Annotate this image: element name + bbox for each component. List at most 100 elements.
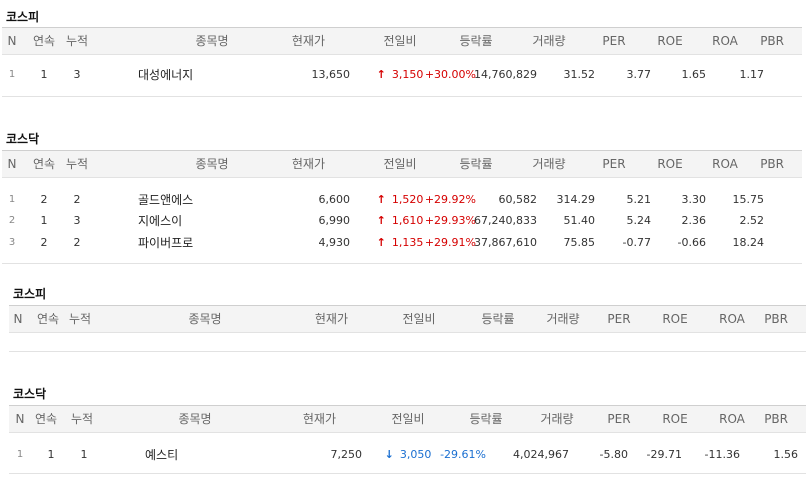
cell-cumulative: 2 <box>73 193 81 206</box>
column-header-volume[interactable]: 거래량 <box>540 412 574 426</box>
cell-change-rate: +29.93% <box>424 214 476 227</box>
column-header-per[interactable]: PER <box>602 34 626 48</box>
column-header-stock-name[interactable]: 종목명 <box>195 34 229 48</box>
stock-name-link[interactable]: 예스티 <box>145 448 179 462</box>
column-header-per[interactable]: PER <box>607 312 631 326</box>
cell-cumulative: 1 <box>80 448 88 461</box>
column-header-roe[interactable]: ROE <box>662 312 688 326</box>
column-header-no[interactable]: N <box>7 157 17 171</box>
column-header-no[interactable]: N <box>15 412 25 426</box>
column-header-current-price[interactable]: 현재가 <box>314 312 348 326</box>
column-header-pbr[interactable]: PBR <box>764 412 788 426</box>
column-header-roe[interactable]: ROE <box>657 34 683 48</box>
column-header-cumulative[interactable]: 누적 <box>65 157 89 171</box>
column-header-change[interactable]: 전일비 <box>383 34 417 48</box>
column-header-stock-name[interactable]: 종목명 <box>188 312 222 326</box>
cell-no: 1 <box>8 194 16 205</box>
cell-change: ↓ 3,050 <box>368 446 448 464</box>
column-header-change-rate[interactable]: 등락률 <box>459 34 493 48</box>
cell-cumulative: 3 <box>73 68 81 81</box>
cell-change-rate: +29.91% <box>424 236 476 249</box>
cell-pbr: 15.75 <box>732 193 765 206</box>
cell-streak: 2 <box>40 193 48 206</box>
column-header-stock-name[interactable]: 종목명 <box>195 157 229 171</box>
table-bottom-border <box>9 473 806 474</box>
cell-no: 3 <box>8 237 16 248</box>
section-title: 코스닥 <box>6 132 40 146</box>
cell-cumulative: 2 <box>73 236 81 249</box>
arrow-up-icon: ↑ <box>376 68 386 81</box>
cell-change: ↑ 1,520 <box>360 191 440 209</box>
column-header-current-price[interactable]: 현재가 <box>291 157 325 171</box>
column-header-change[interactable]: 전일비 <box>391 412 425 426</box>
column-header-roe[interactable]: ROE <box>657 157 683 171</box>
section-title: 코스피 <box>13 287 47 301</box>
cell-roe: 5.21 <box>626 193 652 206</box>
stock-name-link[interactable]: 대성에너지 <box>138 68 194 82</box>
table-top-border <box>2 27 802 28</box>
stock-name-link[interactable]: 파이버프로 <box>138 236 194 250</box>
column-header-change-rate[interactable]: 등락률 <box>469 412 503 426</box>
table-bottom-border <box>2 263 802 264</box>
cell-roa: -0.66 <box>677 236 706 249</box>
column-header-stock-name[interactable]: 종목명 <box>178 412 212 426</box>
column-header-cumulative[interactable]: 누적 <box>68 312 92 326</box>
cell-roa: 3.30 <box>681 193 707 206</box>
column-header-streak[interactable]: 연속 <box>32 157 56 171</box>
cell-change-rate: +30.00% <box>424 68 476 81</box>
column-header-no[interactable]: N <box>13 312 23 326</box>
cell-roa: 2.36 <box>681 214 707 227</box>
column-header-current-price[interactable]: 현재가 <box>291 34 325 48</box>
cell-change-rate: +29.92% <box>424 193 476 206</box>
column-header-current-price[interactable]: 현재가 <box>302 412 336 426</box>
cell-per: 314.29 <box>556 193 596 206</box>
stock-name-link[interactable]: 지에스이 <box>138 214 183 228</box>
column-header-change-rate[interactable]: 등락률 <box>459 157 493 171</box>
cell-streak: 1 <box>40 214 48 227</box>
column-header-change[interactable]: 전일비 <box>402 312 436 326</box>
cell-pbr: 1.56 <box>773 448 799 461</box>
column-header-pbr[interactable]: PBR <box>760 34 784 48</box>
column-header-roa[interactable]: ROA <box>712 157 738 171</box>
column-header-per[interactable]: PER <box>602 157 626 171</box>
column-header-roa[interactable]: ROA <box>719 312 745 326</box>
cell-per: 31.52 <box>563 68 596 81</box>
cell-current-price: 13,650 <box>311 68 351 81</box>
column-header-roa[interactable]: ROA <box>719 412 745 426</box>
arrow-down-icon: ↓ <box>384 448 394 461</box>
column-header-cumulative[interactable]: 누적 <box>70 412 94 426</box>
change-value: 1,520 <box>391 193 424 206</box>
column-header-per[interactable]: PER <box>607 412 631 426</box>
section-title: 코스닥 <box>13 387 47 401</box>
stock-name-link[interactable]: 골드앤에스 <box>138 193 194 207</box>
column-header-streak[interactable]: 연속 <box>32 34 56 48</box>
cell-volume: 37,867,610 <box>474 236 537 249</box>
arrow-up-icon: ↑ <box>376 236 386 249</box>
cell-per: 51.40 <box>563 214 596 227</box>
column-header-streak[interactable]: 연속 <box>34 412 58 426</box>
column-header-roe[interactable]: ROE <box>662 412 688 426</box>
cell-roa: 1.65 <box>681 68 707 81</box>
cell-change-rate: -29.61% <box>440 448 486 461</box>
column-header-roa[interactable]: ROA <box>712 34 738 48</box>
cell-roe: 5.24 <box>626 214 652 227</box>
cell-no: 2 <box>8 215 16 226</box>
column-header-change[interactable]: 전일비 <box>383 157 417 171</box>
column-header-change-rate[interactable]: 등락률 <box>481 312 515 326</box>
section-title: 코스피 <box>6 10 40 24</box>
cell-streak: 2 <box>40 236 48 249</box>
column-header-streak[interactable]: 연속 <box>36 312 60 326</box>
cell-cumulative: 3 <box>73 214 81 227</box>
cell-roe: 3.77 <box>626 68 652 81</box>
cell-pbr: 18.24 <box>732 236 765 249</box>
cell-roe: -0.77 <box>622 236 651 249</box>
column-header-pbr[interactable]: PBR <box>760 157 784 171</box>
column-header-volume[interactable]: 거래량 <box>546 312 580 326</box>
column-header-volume[interactable]: 거래량 <box>532 157 566 171</box>
column-header-volume[interactable]: 거래량 <box>532 34 566 48</box>
column-header-pbr[interactable]: PBR <box>764 312 788 326</box>
column-header-cumulative[interactable]: 누적 <box>65 34 89 48</box>
change-value: 3,150 <box>391 68 424 81</box>
column-header-no[interactable]: N <box>7 34 17 48</box>
table-bottom-border <box>2 96 802 97</box>
